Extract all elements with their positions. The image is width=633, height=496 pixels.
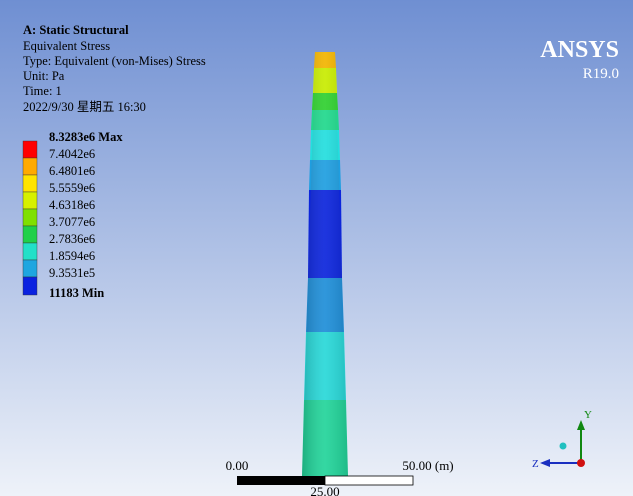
scale-label: 0.00 [226, 458, 249, 473]
legend-label: 3.7077e6 [49, 215, 95, 229]
legend-swatch [23, 175, 37, 192]
analysis-title: A: Static Structural [23, 23, 129, 37]
legend-swatch [23, 243, 37, 260]
legend-swatch [23, 158, 37, 175]
legend-label: 6.4801e6 [49, 164, 95, 178]
y-axis-label: Y [584, 409, 592, 421]
legend-swatch [23, 141, 37, 158]
logo-version: R19.0 [583, 66, 619, 82]
legend-label: 11183 Min [49, 286, 104, 300]
legend-label: 4.6318e6 [49, 198, 95, 212]
header-line: Type: Equivalent (von-Mises) Stress [23, 54, 206, 68]
legend-swatch [23, 260, 37, 277]
triad-ball [560, 443, 567, 450]
header-line: Unit: Pa [23, 69, 65, 83]
header-line: 2022/9/30 星期五 16:30 [23, 100, 146, 114]
scale-label: 25.00 [310, 484, 339, 496]
legend-label: 5.5559e6 [49, 181, 95, 195]
logo: ANSYS [540, 37, 619, 63]
legend-swatch [23, 226, 37, 243]
legend-label: 2.7836e6 [49, 232, 95, 246]
legend-label: 1.8594e6 [49, 249, 95, 263]
legend-swatch [23, 277, 37, 295]
legend-label: 8.3283e6 Max [49, 130, 123, 144]
scale-label: 50.00 (m) [402, 458, 453, 473]
legend-swatch [23, 192, 37, 209]
legend-colors [23, 141, 37, 295]
header-line: Time: 1 [23, 84, 62, 98]
legend-label: 7.4042e6 [49, 147, 95, 161]
viewport: A: Static Structural Equivalent Stress T… [0, 0, 633, 496]
legend-swatch [23, 209, 37, 226]
z-axis-label: Z [532, 458, 539, 470]
x-axis-dot [577, 459, 585, 467]
legend-label: 9.3531e5 [49, 266, 95, 280]
header-line: Equivalent Stress [23, 39, 110, 53]
